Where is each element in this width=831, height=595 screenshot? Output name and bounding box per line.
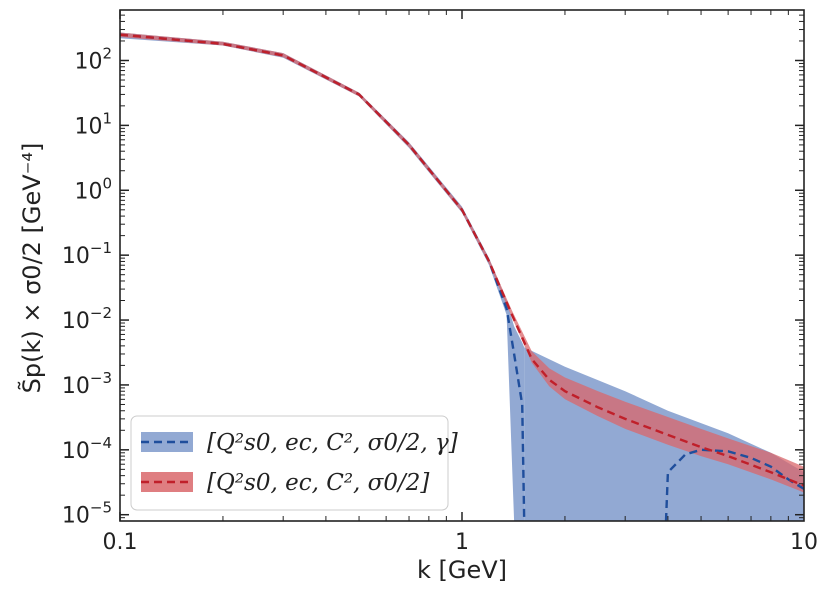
series-1-line-tail	[664, 448, 804, 521]
x-tick-label: 1	[455, 530, 469, 555]
x-tick-label: 10	[790, 530, 818, 555]
y-tick-label: 100	[74, 174, 112, 204]
legend: [Q²s0, ec, C², σ0/2, γ] [Q²s0, ec, C², σ0…	[130, 415, 458, 511]
x-axis-label: k [GeV]	[417, 556, 507, 584]
series-2-band	[120, 32, 804, 493]
y-tick-label: 101	[74, 109, 112, 139]
legend-label: [Q²s0, ec, C², σ0/2]	[207, 470, 429, 496]
legend-box	[130, 415, 449, 511]
series-lines	[120, 33, 804, 521]
legend-label: [Q²s0, ec, C², σ0/2, γ]	[207, 430, 458, 456]
y-tick-label: 10−4	[62, 434, 112, 464]
y-tick-label: 10−2	[62, 304, 112, 334]
y-tick-label: 10−3	[62, 369, 112, 399]
y-tick-label: 10−1	[62, 239, 112, 269]
y-tick-label: 102	[74, 44, 112, 74]
series-2-line	[120, 33, 804, 487]
x-axis-ticks: 0.1 1 10	[103, 10, 818, 555]
y-tick-label: 10−5	[62, 499, 112, 529]
y-axis-label: S̃p(k) × σ0/2 [GeV⁻⁴]	[18, 143, 46, 394]
x-tick-label: 0.1	[103, 530, 138, 555]
uncertainty-bands	[120, 32, 804, 521]
